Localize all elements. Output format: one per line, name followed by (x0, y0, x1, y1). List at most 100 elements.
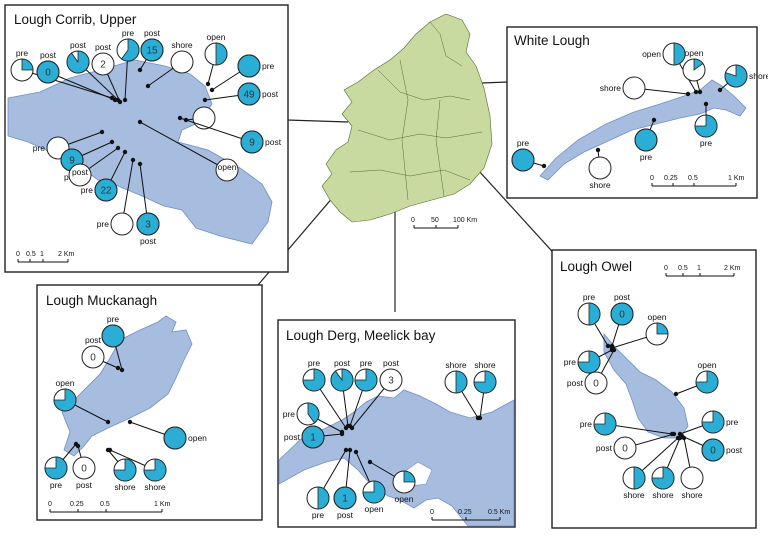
panel-lough-corrib: Lough Corrib, Upper 0 0.5 1 2 Km pre 0 pos… (4, 4, 289, 273)
sampling-site: 0 post (567, 347, 617, 395)
site-label: post (40, 50, 57, 60)
site-location-dot (343, 447, 349, 453)
owel-scale-label: 2 Km (724, 265, 741, 272)
site-label: shore (652, 490, 674, 500)
pie-slice (143, 458, 167, 482)
site-location-dot (681, 435, 687, 441)
pie-slice (354, 368, 378, 392)
site-location-dot (202, 97, 208, 103)
pie-slice (610, 302, 634, 326)
pie-slice (656, 322, 669, 335)
site-count: 9 (249, 138, 255, 149)
pie-slice (695, 370, 719, 394)
pie-slice (333, 486, 357, 510)
site-label: pre (50, 480, 63, 490)
pie-chart (215, 158, 239, 182)
pie-slice (651, 466, 675, 490)
site-leader-line (139, 121, 228, 171)
pie-slice (317, 486, 330, 510)
corrib-scale-label: 1 (40, 251, 44, 258)
panel-title: Lough Muckanagh (46, 293, 157, 308)
sampling-site: 0 post (36, 50, 118, 103)
site-location-dot (117, 99, 123, 105)
panel-lough-muckanagh: Lough Muckanagh 0 0.25 0.5 1 Km pre 0 post… (36, 284, 263, 521)
pie-chart (110, 212, 134, 236)
sampling-site: 0 post (609, 292, 634, 349)
panel-title: White Lough (514, 33, 590, 48)
site-location-dot (130, 157, 136, 163)
site-label: post (76, 480, 93, 490)
pie-chart (622, 76, 646, 100)
site-location-dot (209, 87, 215, 93)
sampling-site: shore (444, 360, 481, 421)
pie-slice (240, 130, 264, 154)
site-label: pre (583, 292, 596, 302)
site-label: shore (114, 482, 136, 492)
pie-slice (53, 388, 77, 412)
site-count: 49 (243, 90, 255, 101)
site-location-dot (205, 81, 211, 87)
sampling-site: pre (694, 101, 718, 148)
sampling-site: 49 post (202, 82, 279, 106)
pie-slice (120, 38, 140, 62)
pie-slice (66, 50, 90, 74)
sampling-site: 0 post (72, 443, 96, 490)
sampling-site: 2 post (91, 42, 123, 105)
site-label: post (95, 42, 112, 52)
pie-slice (577, 350, 601, 374)
site-label: open (207, 32, 226, 42)
pie-slice (724, 64, 748, 88)
pie-slice (701, 438, 725, 462)
site-label: shore (171, 40, 193, 50)
site-label: pre (107, 314, 120, 324)
white-scale-label: 1 Km (728, 175, 745, 182)
sampling-site: pre (580, 412, 675, 437)
derg-scale-bar: 0 0.25 0.5 Km (430, 509, 510, 521)
pie-slice (362, 480, 386, 504)
white-scale-label: 0.25 (664, 175, 678, 182)
site-label: shore (144, 482, 166, 492)
site-label: pre (564, 357, 577, 367)
site-count: 0 (90, 353, 96, 364)
site-label: pre (580, 419, 593, 429)
sampling-site: pre (577, 292, 611, 349)
site-label: open (648, 312, 667, 322)
sampling-site: open (204, 32, 228, 87)
pie-slice (215, 42, 228, 66)
site-label: post (70, 40, 87, 50)
site-location-dot (651, 117, 657, 123)
site-leader-line (179, 117, 253, 143)
site-label: pre (700, 138, 713, 148)
site-count: 0 (710, 446, 716, 457)
sampling-site: shore (145, 40, 194, 89)
sampling-site: open (367, 459, 416, 504)
sampling-site: pre (634, 117, 658, 162)
site-label: post (85, 335, 102, 345)
pie-chart (588, 156, 612, 180)
owel-scale-bar: 0 0.5 1 2 Km (664, 265, 741, 277)
sampling-site: open (642, 42, 699, 95)
sampling-site: 0 post (679, 433, 743, 462)
site-count: 1 (310, 433, 316, 444)
sampling-site: pre (101, 314, 125, 373)
sampling-site: open (353, 449, 386, 514)
site-location-dot (595, 147, 601, 153)
sampling-site: pre (116, 28, 140, 103)
pie-chart (192, 106, 216, 130)
sampling-site: 1 post (284, 425, 345, 449)
site-label: post (614, 292, 631, 302)
site-location-dot (137, 67, 143, 73)
site-location-dot (717, 87, 723, 93)
pie-chart (680, 466, 704, 490)
pie-slice (330, 368, 354, 392)
corrib-scale-bar: 0 0.5 1 2 Km (16, 251, 75, 263)
site-location-dot (109, 139, 115, 145)
sampling-site: open (137, 119, 239, 182)
sampling-site: 9 post (177, 115, 282, 154)
sampling-site: pre (302, 358, 349, 431)
ireland-landmass (321, 13, 493, 223)
muckanagh-scale-label: 1 Km (154, 501, 171, 508)
sampling-site: open (609, 312, 669, 351)
pie-slice (307, 402, 320, 424)
